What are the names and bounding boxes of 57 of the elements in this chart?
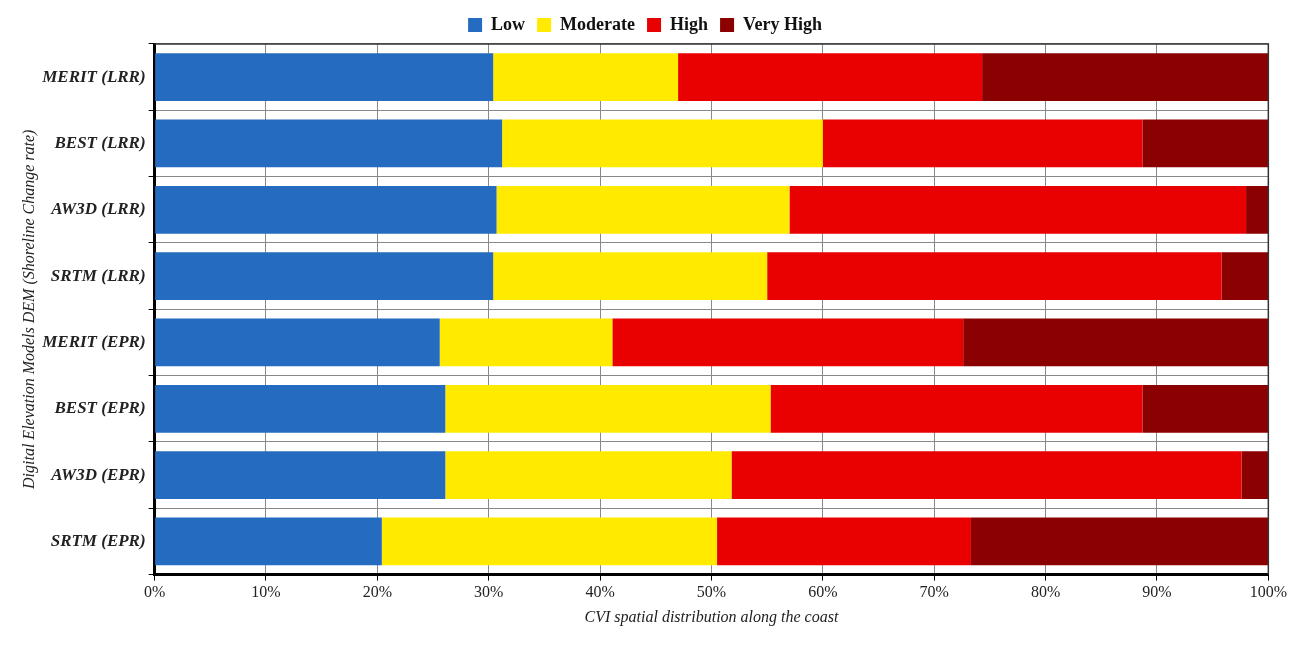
legend-label: Low bbox=[491, 13, 526, 34]
bar bbox=[445, 384, 771, 433]
bar bbox=[155, 384, 446, 433]
x-tick-label: 50% bbox=[696, 583, 727, 601]
y-tick-label: AW3D (LRR) bbox=[50, 199, 146, 219]
x-tick-label: 60% bbox=[808, 583, 838, 601]
bar bbox=[1246, 185, 1269, 234]
bar bbox=[1142, 119, 1269, 168]
bar bbox=[970, 517, 1269, 566]
x-tick-label: 30% bbox=[474, 583, 504, 601]
bar bbox=[155, 252, 494, 301]
y-tick-label: AW3D (EPR) bbox=[50, 464, 146, 484]
x-tick-label: 0% bbox=[143, 583, 166, 601]
x-tick-label: 90% bbox=[1142, 583, 1172, 601]
bar bbox=[789, 185, 1247, 234]
legend-label: Moderate bbox=[560, 13, 636, 34]
x-tick-label: 10% bbox=[251, 583, 281, 601]
y-tick-label: BEST (LRR) bbox=[53, 132, 146, 152]
bar bbox=[155, 517, 382, 566]
x-tick-label: 80% bbox=[1030, 583, 1061, 601]
legend-label: High bbox=[670, 13, 709, 34]
y-tick-label: BEST (EPR) bbox=[53, 398, 146, 418]
x-tick-label: 100% bbox=[1249, 583, 1287, 601]
bar bbox=[767, 252, 1222, 301]
bar bbox=[493, 53, 679, 102]
bar bbox=[155, 185, 497, 234]
x-tick-label: 40% bbox=[585, 583, 615, 601]
bar bbox=[155, 119, 503, 168]
x-axis-title: CVI spatial distribution along the coast bbox=[584, 607, 839, 626]
bar bbox=[155, 53, 494, 102]
y-tick-label: SRTM (EPR) bbox=[50, 530, 146, 550]
y-tick-label: MERIT (LRR) bbox=[41, 66, 146, 86]
bar bbox=[717, 517, 971, 566]
bar bbox=[770, 384, 1143, 433]
y-tick-label: MERIT (EPR) bbox=[41, 331, 146, 351]
bar bbox=[445, 451, 732, 499]
x-tick-label: 70% bbox=[919, 583, 949, 601]
bar bbox=[496, 185, 790, 234]
bar bbox=[1221, 252, 1269, 301]
y-tick-label: SRTM (LRR) bbox=[50, 265, 146, 285]
legend-label: Very High bbox=[743, 13, 822, 34]
bar bbox=[1142, 384, 1269, 433]
bar bbox=[612, 318, 964, 367]
bar bbox=[1241, 451, 1269, 499]
bar bbox=[381, 517, 718, 566]
bar bbox=[731, 451, 1242, 499]
bar bbox=[982, 53, 1269, 102]
bar bbox=[155, 451, 446, 499]
y-axis-title: Digital Elevation Models DEM (Shoreline Change rate) bbox=[19, 129, 38, 490]
bar bbox=[822, 119, 1143, 168]
x-tick-label: 20% bbox=[362, 583, 393, 601]
bar bbox=[493, 252, 768, 301]
bar bbox=[439, 318, 613, 367]
bar bbox=[678, 53, 983, 102]
bar bbox=[155, 318, 440, 367]
bar bbox=[963, 318, 1269, 367]
bar bbox=[502, 119, 823, 168]
